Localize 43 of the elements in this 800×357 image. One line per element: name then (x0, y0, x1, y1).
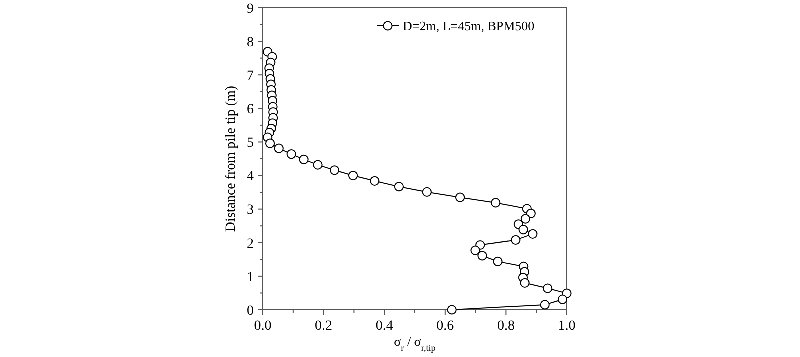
point (543, 284, 553, 294)
y-tick-label: 9 (247, 2, 254, 17)
point (313, 160, 323, 170)
point (455, 192, 466, 202)
point (286, 150, 296, 160)
point (491, 198, 501, 208)
point (274, 144, 284, 154)
x-axis-title: σ$_{r}$ / σ$_{r,tip}$ (394, 334, 436, 353)
point (518, 225, 528, 235)
legend-label: D=2m, L=45m, BPM500 (403, 18, 535, 34)
point (447, 305, 457, 315)
x-tick-label: 0.0 (254, 319, 272, 334)
point (299, 154, 309, 164)
x-tick-label: 0.8 (497, 319, 515, 334)
point (422, 187, 432, 198)
point (370, 176, 380, 186)
y-tick-label: 6 (247, 102, 254, 118)
point (493, 256, 503, 266)
point (558, 294, 568, 304)
point (540, 300, 550, 310)
point (348, 170, 358, 181)
point (511, 235, 521, 245)
point (520, 214, 530, 224)
y-tick-label: 1 (247, 270, 254, 286)
x-tick-label: 0.2 (315, 319, 333, 334)
y-tick-label: 0 (247, 304, 254, 319)
x-tick-label: 0.4 (376, 319, 394, 334)
point (478, 251, 488, 261)
y-tick-label: 8 (247, 35, 254, 50)
y-tick-label: 3 (247, 203, 254, 218)
point (520, 278, 530, 288)
point (528, 229, 538, 239)
point (265, 138, 276, 148)
y-tick-label: 5 (247, 136, 254, 152)
y-tick-label: 2 (247, 236, 254, 252)
y-axis-title: Distance from pile tip (m) (224, 86, 239, 232)
point (330, 166, 340, 176)
point (470, 246, 480, 256)
x-tick-label: 1.0 (558, 319, 576, 334)
y-tick-label: 4 (247, 170, 254, 185)
y-tick-label: 7 (247, 69, 254, 84)
x-tick-label: 0.6 (436, 319, 454, 334)
point (394, 182, 404, 192)
